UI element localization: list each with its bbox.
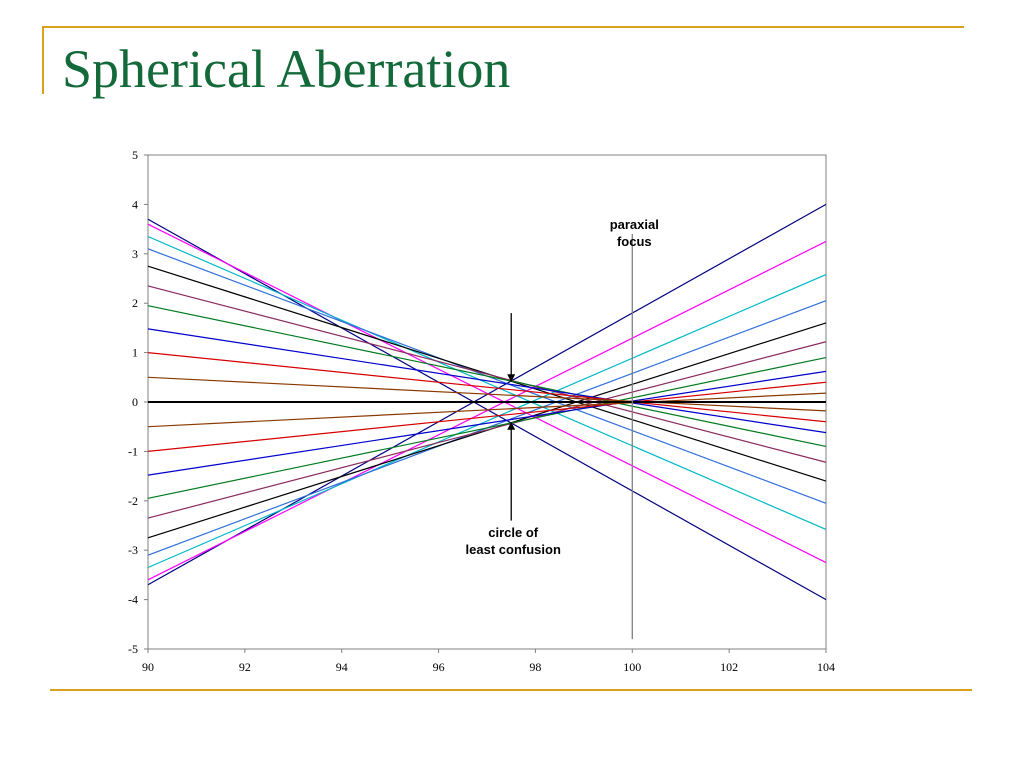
x-tick-label: 96 [433, 660, 445, 674]
y-tick-label: 1 [132, 346, 138, 360]
x-tick-label: 90 [142, 660, 154, 674]
y-tick-label: -2 [128, 494, 138, 508]
ray-line-19 [147, 376, 827, 412]
y-tick-label: -4 [128, 593, 138, 607]
ray-line-17 [147, 352, 827, 423]
ray-line-18 [147, 381, 827, 452]
ray-line-16 [147, 370, 827, 476]
ray-line-3 [147, 223, 827, 564]
ray-line-13 [147, 305, 827, 448]
x-tick-label: 104 [817, 660, 835, 674]
y-tick-label: 5 [132, 148, 138, 162]
ray-line-11 [147, 285, 827, 463]
paraxial-focus-label: paraxial [610, 217, 659, 232]
ray-lines [147, 203, 827, 601]
ray-line-15 [147, 328, 827, 434]
paraxial-focus-label: focus [617, 234, 652, 249]
ray-line-14 [147, 356, 827, 499]
y-tick-label: -5 [128, 642, 138, 656]
circle-of-least-confusion-label: circle of [488, 525, 539, 540]
x-tick-label: 94 [336, 660, 348, 674]
top-accent-rule [42, 26, 964, 28]
circle-of-least-confusion-label: least confusion [466, 542, 561, 557]
x-axis: 90 92 94 96 98 100 102 104 [142, 649, 835, 674]
x-tick-label: 102 [720, 660, 738, 674]
ray-line-12 [147, 341, 827, 519]
x-tick-label: 100 [623, 660, 641, 674]
x-tick-label: 98 [529, 660, 541, 674]
y-tick-label: -3 [128, 543, 138, 557]
annotations: paraxial focus circle of least confusion [466, 217, 659, 640]
ray-line-4 [147, 240, 827, 581]
y-tick-label: 2 [132, 296, 138, 310]
y-tick-label: 3 [132, 247, 138, 261]
bottom-accent-rule [50, 689, 972, 691]
ray-line-5 [147, 235, 827, 531]
x-tick-label: 92 [239, 660, 251, 674]
y-tick-label: -1 [128, 444, 138, 458]
left-accent-rule [42, 26, 44, 94]
slide-title: Spherical Aberration [62, 39, 511, 99]
y-tick-label: 4 [132, 197, 138, 211]
ray-line-6 [147, 273, 827, 569]
y-tick-label: 0 [132, 395, 138, 409]
ray-line-20 [147, 392, 827, 428]
y-axis: 5 4 3 2 1 0 -1 -2 -3 -4 -5 [128, 148, 148, 656]
